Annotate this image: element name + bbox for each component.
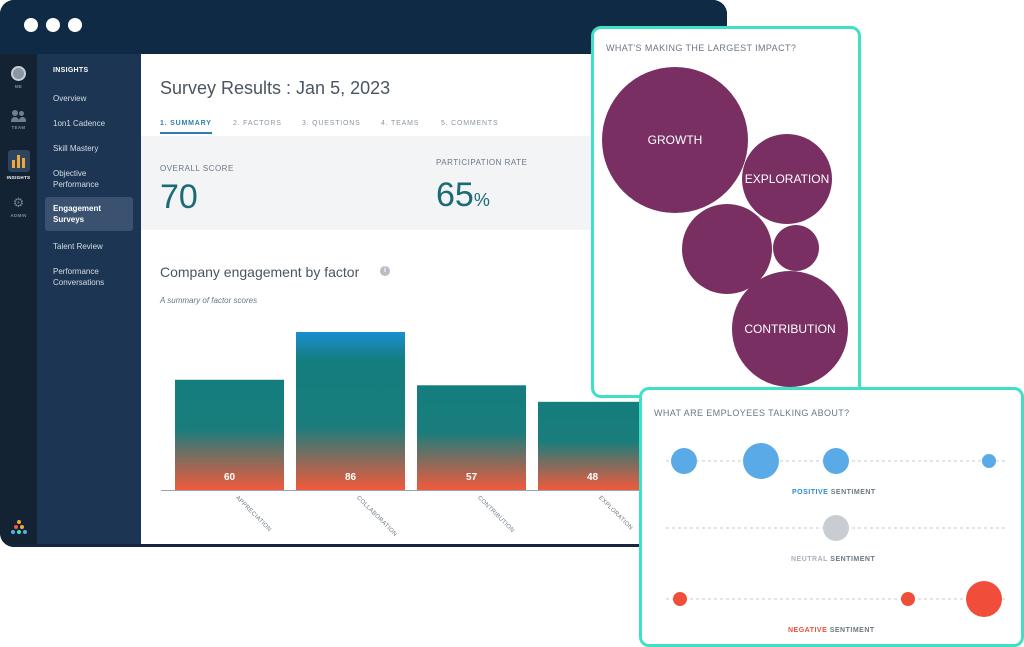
rail-item-label: ME bbox=[14, 84, 23, 89]
brand-logo-icon bbox=[11, 520, 27, 536]
bar-value-label: 60 bbox=[224, 472, 236, 483]
window-bottom-edge bbox=[0, 544, 727, 547]
active-tab-indicator bbox=[160, 132, 212, 134]
bar-value-label: 86 bbox=[345, 472, 357, 483]
impact-bubble[interactable] bbox=[682, 204, 772, 294]
bubble-label: GROWTH bbox=[648, 133, 703, 147]
chart-bar[interactable] bbox=[417, 385, 526, 490]
bar-value-label: 48 bbox=[587, 472, 599, 483]
window-dot-icon[interactable] bbox=[24, 18, 38, 32]
x-tick-label: APPRECIATION bbox=[234, 495, 272, 533]
sentiment-point[interactable] bbox=[673, 592, 687, 606]
impact-card-title: WHAT'S MAKING THE LARGEST IMPACT? bbox=[606, 43, 797, 53]
rail-item-me[interactable]: ME bbox=[0, 66, 37, 89]
sentiment-point[interactable] bbox=[982, 454, 996, 468]
nav-item-overview[interactable]: Overview bbox=[53, 94, 87, 103]
bar-value-label: 57 bbox=[466, 472, 478, 483]
sentiment-suffix: SENTIMENT bbox=[829, 627, 875, 634]
sentiment-point[interactable] bbox=[671, 448, 697, 474]
engagement-section-subtitle: A summary of factor scores bbox=[160, 296, 258, 305]
rail-item-label: ADMIN bbox=[10, 213, 27, 218]
tab-factors[interactable]: 2. FACTORS bbox=[233, 120, 282, 127]
impact-bubble[interactable] bbox=[773, 225, 819, 271]
sentiment-point[interactable] bbox=[823, 515, 849, 541]
overall-score-value: 70 bbox=[160, 178, 198, 216]
neutral-sentiment-label: NEUTRAL SENTIMENT bbox=[791, 556, 875, 563]
sentiment-suffix: SENTIMENT bbox=[830, 489, 876, 496]
rail-item-insights[interactable]: INSIGHTS bbox=[0, 150, 37, 180]
participation-rate-number: 65 bbox=[436, 176, 474, 214]
sentiment-chart bbox=[666, 443, 1006, 617]
impact-bubble[interactable] bbox=[732, 271, 848, 387]
x-tick-label: CONTRIBUTION bbox=[476, 495, 515, 534]
bubble-label: EXPLORATION bbox=[745, 172, 829, 186]
icon-rail: ME TEAM INSIGHTS ⚙ ADMIN bbox=[0, 54, 37, 547]
negative-sentiment-label: NEGATIVE SENTIMENT bbox=[788, 627, 875, 634]
sentiment-keyword: NEUTRAL bbox=[791, 556, 828, 563]
impact-bubble-chart: GROWTH EXPLORATION CONTRIBUTION bbox=[602, 67, 848, 387]
sentiment-card: WHAT ARE EMPLOYEES TALKING ABOUT? POSITI… bbox=[639, 387, 1024, 647]
engagement-bar-chart: 60 APPRECIATION 86 COLLABORATION 57 CONTRIBUT… bbox=[161, 332, 727, 538]
participation-rate-value: 65% bbox=[436, 176, 490, 215]
rail-item-admin[interactable]: ⚙ ADMIN bbox=[0, 195, 37, 219]
sentiment-point[interactable] bbox=[966, 581, 1002, 617]
engagement-section-title: Company engagement by factor bbox=[160, 264, 360, 280]
team-icon bbox=[10, 110, 27, 122]
nav-item-skill-mastery[interactable]: Skill Mastery bbox=[53, 144, 99, 153]
tab-teams[interactable]: 4. TEAMS bbox=[381, 120, 420, 127]
nav-item-performance-conversations[interactable]: Performance Conversations bbox=[53, 267, 105, 287]
x-tick-label: COLLABORATION bbox=[355, 495, 398, 538]
bubble-label: CONTRIBUTION bbox=[744, 322, 835, 336]
rail-item-label: TEAM bbox=[11, 125, 26, 130]
tab-comments[interactable]: 5. COMMENTS bbox=[441, 120, 499, 127]
info-icon[interactable]: i bbox=[380, 266, 390, 276]
nav-item-label: Engagement Surveys bbox=[53, 204, 102, 224]
x-tick-label: EXPLORATION bbox=[597, 495, 633, 531]
chart-bar[interactable] bbox=[296, 332, 405, 490]
page-title: Survey Results : Jan 5, 2023 bbox=[160, 78, 391, 98]
avatar-icon bbox=[11, 66, 26, 81]
impact-bubble[interactable] bbox=[602, 67, 748, 213]
percent-unit: % bbox=[473, 190, 490, 210]
gear-icon: ⚙ bbox=[12, 195, 25, 210]
nav-header: INSIGHTS bbox=[53, 67, 89, 74]
bar-chart-icon bbox=[7, 150, 30, 172]
participation-rate-label: PARTICIPATION RATE bbox=[436, 158, 528, 167]
impact-bubble[interactable] bbox=[742, 134, 832, 224]
sentiment-keyword: NEGATIVE bbox=[788, 627, 828, 634]
chart-bar[interactable] bbox=[175, 379, 284, 490]
sentiment-point[interactable] bbox=[823, 448, 849, 474]
nav-item-engagement-surveys[interactable]: Engagement Surveys bbox=[45, 197, 133, 231]
positive-sentiment-label: POSITIVE SENTIMENT bbox=[792, 489, 876, 496]
nav-item-talent-review[interactable]: Talent Review bbox=[53, 242, 103, 251]
sentiment-point[interactable] bbox=[743, 443, 779, 479]
sentiment-keyword: POSITIVE bbox=[792, 489, 829, 496]
nav-item-objective-performance[interactable]: Objective Performance bbox=[53, 169, 99, 189]
rail-item-team[interactable]: TEAM bbox=[0, 110, 37, 130]
insights-nav: INSIGHTS Overview 1on1 Cadence Skill Mas… bbox=[37, 54, 141, 547]
nav-item-1on1-cadence[interactable]: 1on1 Cadence bbox=[53, 119, 106, 128]
sentiment-card-title: WHAT ARE EMPLOYEES TALKING ABOUT? bbox=[654, 408, 850, 418]
window-dot-icon[interactable] bbox=[68, 18, 82, 32]
sentiment-point[interactable] bbox=[901, 592, 915, 606]
window-dot-icon[interactable] bbox=[46, 18, 60, 32]
impact-bubble-card: WHAT'S MAKING THE LARGEST IMPACT? GROWTH… bbox=[591, 26, 861, 398]
sentiment-suffix: SENTIMENT bbox=[830, 556, 876, 563]
rail-item-label: INSIGHTS bbox=[6, 175, 31, 180]
chart-bar[interactable] bbox=[538, 401, 647, 490]
tab-questions[interactable]: 3. QUESTIONS bbox=[302, 120, 361, 127]
tab-summary[interactable]: 1. SUMMARY bbox=[160, 120, 212, 127]
overall-score-label: OVERALL SCORE bbox=[160, 164, 234, 173]
